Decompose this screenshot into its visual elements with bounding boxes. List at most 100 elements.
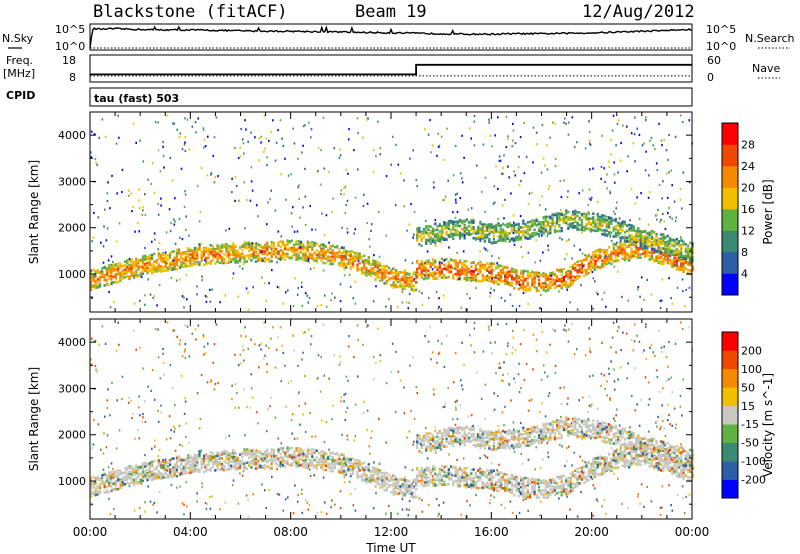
power-cell bbox=[452, 228, 455, 231]
power-cell bbox=[538, 282, 541, 285]
power-cell bbox=[587, 266, 590, 269]
power-cell bbox=[322, 252, 325, 255]
power-cell bbox=[594, 250, 597, 253]
power-cell bbox=[327, 259, 330, 262]
power-cell bbox=[560, 283, 563, 287]
power-cell bbox=[680, 244, 683, 248]
power-cell bbox=[486, 226, 489, 229]
power-cell bbox=[591, 270, 594, 274]
power-cell bbox=[571, 275, 575, 278]
power-cell bbox=[128, 276, 131, 279]
power-cell bbox=[611, 129, 614, 132]
power-cell bbox=[317, 147, 320, 150]
power-cell bbox=[112, 269, 115, 272]
power-cell bbox=[643, 298, 645, 301]
power-cell bbox=[574, 225, 577, 228]
power-cell bbox=[562, 280, 565, 283]
power-cell bbox=[331, 211, 333, 214]
power-cell bbox=[320, 259, 323, 262]
power-cell bbox=[392, 286, 395, 289]
power-cell bbox=[261, 246, 264, 250]
power-cell bbox=[653, 230, 656, 234]
power-cell bbox=[242, 142, 245, 145]
power-cell bbox=[639, 242, 642, 245]
nave-label: Nave bbox=[752, 62, 780, 75]
power-cell bbox=[495, 229, 498, 232]
power-cell bbox=[287, 174, 290, 177]
power-cell bbox=[623, 220, 626, 224]
power-cell bbox=[448, 246, 450, 249]
power-cell bbox=[266, 258, 269, 261]
power-cell bbox=[329, 262, 332, 266]
power-cell bbox=[675, 238, 678, 241]
power-cell bbox=[349, 261, 352, 264]
power-cell bbox=[574, 220, 577, 224]
power-cell bbox=[178, 251, 181, 255]
power-cell bbox=[547, 232, 550, 235]
power-cell bbox=[304, 253, 307, 257]
power-cell bbox=[605, 262, 608, 265]
power-cell bbox=[574, 216, 577, 219]
power-cell bbox=[589, 142, 591, 145]
power-cell bbox=[252, 286, 254, 289]
power-cell bbox=[232, 243, 235, 246]
power-cell bbox=[169, 261, 172, 265]
power-cell bbox=[512, 122, 514, 125]
power-cell bbox=[437, 307, 440, 310]
power-cell bbox=[415, 288, 418, 292]
power-cell bbox=[213, 136, 216, 139]
power-cell bbox=[438, 266, 441, 270]
power-cell bbox=[232, 257, 235, 261]
velocity-cell bbox=[182, 468, 185, 471]
power-cell bbox=[130, 271, 133, 274]
power-cell bbox=[584, 254, 586, 257]
power-cell bbox=[560, 208, 562, 212]
power-cell bbox=[673, 249, 676, 253]
power-cell bbox=[621, 221, 624, 225]
power-cell bbox=[637, 232, 640, 236]
power-cell bbox=[323, 294, 326, 297]
power-cell bbox=[241, 248, 244, 252]
power-cell bbox=[617, 248, 620, 252]
power-cell bbox=[372, 171, 375, 174]
power-cell bbox=[438, 273, 441, 277]
power-cell bbox=[365, 261, 368, 264]
power-cell bbox=[510, 229, 514, 232]
power-cell bbox=[306, 240, 309, 244]
power-cell bbox=[635, 245, 638, 248]
power-cell bbox=[517, 282, 520, 285]
velocity-cell bbox=[160, 460, 163, 464]
power-cell bbox=[436, 271, 439, 275]
power-cell bbox=[383, 267, 386, 271]
power-cell bbox=[594, 268, 597, 271]
power-cell bbox=[447, 220, 450, 223]
power-cell bbox=[529, 234, 532, 238]
power-cell bbox=[526, 226, 529, 230]
ytick-label: 1000 bbox=[58, 268, 86, 281]
power-cell bbox=[662, 253, 665, 257]
power-cell bbox=[547, 229, 550, 233]
power-cell bbox=[169, 256, 172, 259]
power-cell bbox=[456, 210, 459, 214]
power-cell bbox=[333, 245, 336, 249]
power-cell bbox=[126, 271, 129, 274]
power-cell bbox=[522, 269, 525, 273]
power-cell bbox=[162, 140, 164, 143]
velocity-cell bbox=[164, 472, 167, 476]
power-cell bbox=[668, 246, 672, 249]
velocity-cell bbox=[126, 476, 129, 480]
power-cell bbox=[105, 272, 108, 275]
power-cell bbox=[619, 228, 622, 231]
power-cell bbox=[610, 139, 612, 142]
power-cell bbox=[506, 272, 509, 276]
power-cell bbox=[114, 264, 117, 267]
power-cell bbox=[225, 254, 228, 258]
power-cell bbox=[320, 250, 323, 253]
power-cell bbox=[484, 248, 487, 251]
power-cell bbox=[160, 197, 162, 200]
power-cell bbox=[617, 233, 620, 237]
power-cell bbox=[194, 121, 197, 124]
power-cell bbox=[605, 255, 608, 259]
power-cell bbox=[347, 254, 350, 257]
power-cell bbox=[608, 222, 611, 226]
